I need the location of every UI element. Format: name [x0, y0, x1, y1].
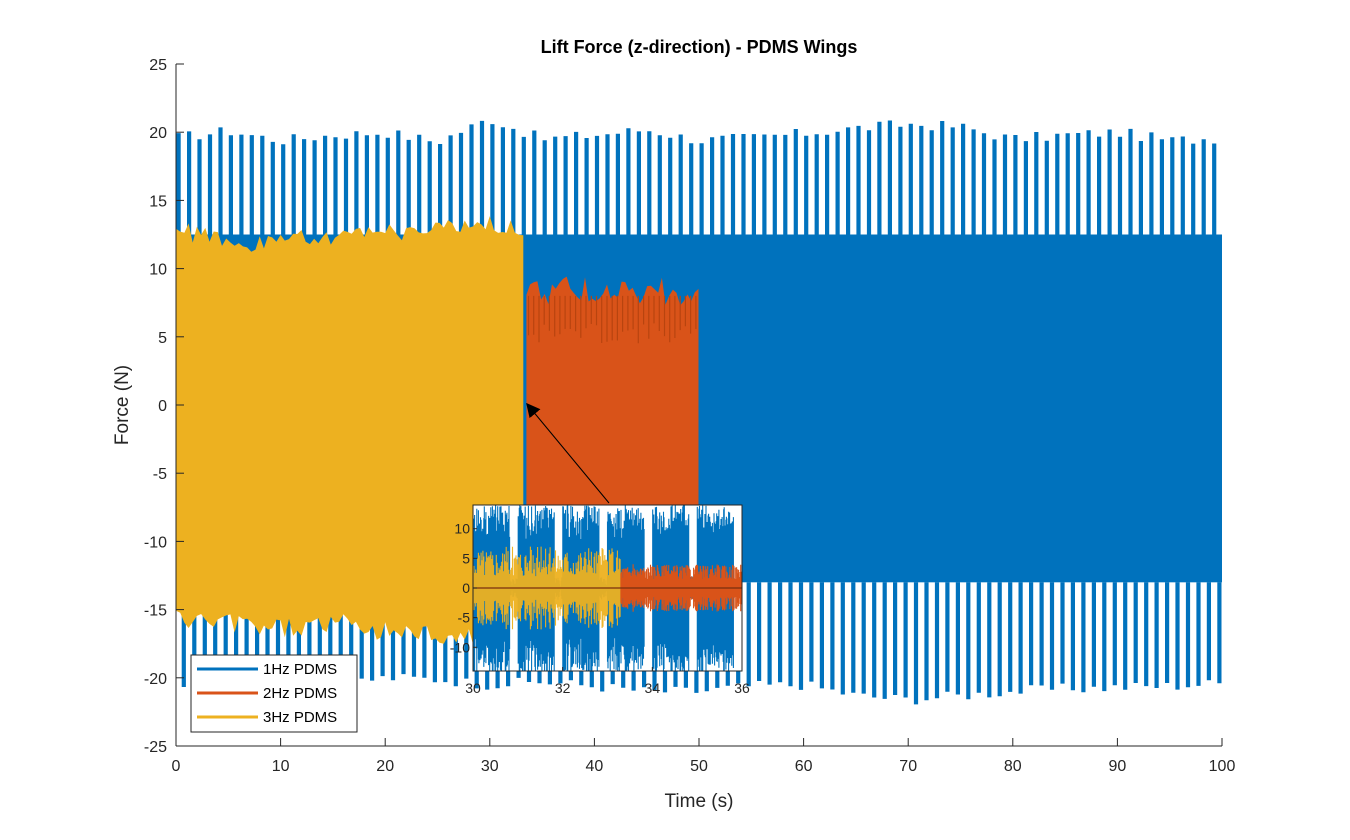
series-3hz-pdms [176, 216, 524, 652]
x-tick-label: 10 [272, 758, 290, 775]
inset-zoom-plot: 30 32 34 36 -10 -5 0 5 10 [450, 504, 750, 696]
x-tick-label: 100 [1209, 758, 1236, 775]
series-2hz-pdms [526, 276, 699, 541]
inset-x-tick-label: 36 [734, 680, 750, 696]
y-ticks: -25 -20 -15 -10 -5 0 5 10 15 20 25 [144, 57, 184, 756]
inset-pointer-arrow [526, 402, 610, 504]
x-tick-label: 80 [1004, 758, 1022, 775]
x-tick-label: 50 [690, 758, 708, 775]
y-tick-label: 10 [149, 262, 167, 279]
y-tick-label: 25 [149, 57, 167, 74]
y-axis-title: Force (N) [112, 365, 133, 445]
legend-label-1hz: 1Hz PDMS [263, 661, 337, 678]
y-tick-label: -20 [144, 671, 167, 688]
x-tick-label: 30 [481, 758, 499, 775]
x-axis-title: Time (s) [665, 791, 734, 812]
x-tick-label: 0 [172, 758, 181, 775]
y-tick-label: 5 [158, 330, 167, 347]
inset-y-tick-label: 5 [462, 550, 470, 566]
main-series-layer [176, 120, 1222, 705]
series-2hz-envelope [526, 276, 699, 541]
inset-x-tick-label: 34 [645, 680, 661, 696]
inset-x-ticks: 30 32 34 36 [465, 667, 750, 696]
y-tick-label: -10 [144, 534, 167, 551]
x-tick-label: 20 [376, 758, 394, 775]
inset-y-tick-label: 10 [454, 521, 470, 537]
y-tick-label: -15 [144, 603, 167, 620]
x-tick-label: 40 [586, 758, 604, 775]
inset-x-tick-label: 30 [465, 680, 481, 696]
y-tick-label: 20 [149, 125, 167, 142]
inset-y-tick-label: -10 [450, 639, 470, 655]
y-tick-label: 15 [149, 193, 167, 210]
y-tick-label: 0 [158, 398, 167, 415]
series-3hz-envelope [176, 216, 524, 652]
y-tick-label: -25 [144, 739, 167, 756]
chart-title: Lift Force (z-direction) - PDMS Wings [541, 37, 858, 57]
x-tick-label: 70 [899, 758, 917, 775]
inset-x-tick-label: 32 [555, 680, 571, 696]
x-ticks: 0 10 20 30 40 50 60 70 80 90 100 [172, 738, 1236, 775]
legend-label-3hz: 3Hz PDMS [263, 709, 337, 726]
inset-y-tick-label: 0 [462, 580, 470, 596]
inset-y-tick-label: -5 [458, 610, 471, 626]
x-tick-label: 90 [1109, 758, 1127, 775]
inset-y-ticks: -10 -5 0 5 10 [450, 521, 477, 655]
x-tick-label: 60 [795, 758, 813, 775]
series-2hz-texture [527, 295, 697, 344]
inset-series-layer [473, 505, 742, 671]
legend-label-2hz: 2Hz PDMS [263, 685, 337, 702]
legend: 1Hz PDMS 2Hz PDMS 3Hz PDMS [190, 654, 358, 733]
y-tick-label: -5 [153, 466, 167, 483]
